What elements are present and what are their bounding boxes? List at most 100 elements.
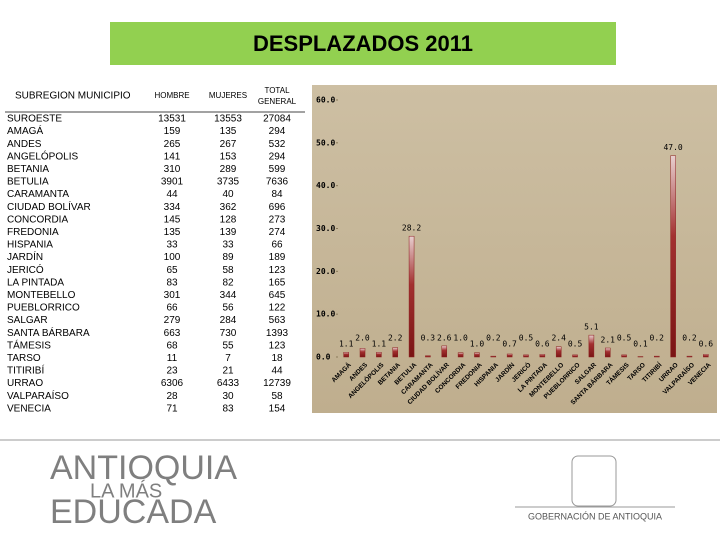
table-cell: 83 <box>166 277 178 288</box>
table-cell: 663 <box>164 328 181 339</box>
coat-of-arms <box>571 455 617 507</box>
table-cell: 645 <box>269 290 286 301</box>
table-cell: ANDES <box>7 139 42 150</box>
table-cell: 6433 <box>217 378 240 389</box>
table-cell: VENECIA <box>7 403 51 414</box>
y-tick-label: 30.0 <box>316 224 335 233</box>
table-cell: ANGELÓPOLIS <box>7 149 78 162</box>
logo-top: ANTIOQUIA <box>50 449 237 487</box>
table-cell: 159 <box>164 126 181 137</box>
table-cell: 33 <box>222 240 234 251</box>
table-cell: 89 <box>222 252 234 263</box>
value-label: 0.6 <box>535 340 550 349</box>
table-cell: 265 <box>164 139 181 150</box>
logo-bottom: EDUCADA <box>50 493 217 531</box>
table-cell: 13531 <box>158 114 186 125</box>
value-label: 2.2 <box>388 334 403 343</box>
header-cell: HOMBRE <box>154 91 189 100</box>
table-cell: 189 <box>269 252 286 263</box>
table-cell: HISPANIA <box>7 240 53 251</box>
table-cell: 23 <box>166 366 178 377</box>
table-cell: SALGAR <box>7 315 48 326</box>
table-cell: 21 <box>222 366 234 377</box>
bar <box>703 354 709 358</box>
table-cell: 301 <box>164 290 181 301</box>
table-cell: 334 <box>164 202 181 213</box>
table-cell: 267 <box>220 139 237 150</box>
bar <box>359 348 366 358</box>
table-cell: CIUDAD BOLÍVAR <box>7 200 91 213</box>
table-cell: TÁMESIS <box>7 338 51 351</box>
table-cell: 56 <box>222 303 234 314</box>
y-tick-label: 10.0 <box>316 310 335 319</box>
table-cell: 66 <box>271 240 283 251</box>
table-cell: 84 <box>271 189 283 200</box>
table-cell: 563 <box>269 315 286 326</box>
table-cell: JERICÓ <box>7 263 44 276</box>
bar <box>686 355 693 358</box>
table-cell: MONTEBELLO <box>7 290 76 301</box>
table-cell: SANTA BÁRBARA <box>7 326 90 339</box>
table-cell: 44 <box>166 189 178 200</box>
table-cell: URRAO <box>7 378 43 389</box>
table-cell: 310 <box>164 164 181 175</box>
value-label: 0.1 <box>633 340 648 349</box>
table-cell: 44 <box>271 366 283 377</box>
bar <box>343 352 349 358</box>
value-label: 47.0 <box>663 143 682 152</box>
bar <box>572 354 578 358</box>
table-cell: 284 <box>220 315 237 326</box>
table-cell: BETANIA <box>7 164 49 175</box>
bar <box>425 355 431 358</box>
table-cell: 139 <box>220 227 237 238</box>
value-label: 1.1 <box>372 340 387 349</box>
table-cell: 30 <box>222 391 234 402</box>
table-cell: 153 <box>220 151 237 162</box>
table-cell: CONCORDIA <box>7 214 68 225</box>
slide-title: DESPLAZADOS 2011 <box>253 31 473 56</box>
bar <box>457 352 464 358</box>
table-cell: 145 <box>164 214 181 225</box>
bar <box>604 347 611 358</box>
bar <box>490 355 497 358</box>
table-cell: JARDÍN <box>7 250 43 263</box>
table-cell: 40 <box>222 189 234 200</box>
table-cell: 82 <box>222 277 234 288</box>
table-cell: 71 <box>166 403 178 414</box>
table-cell: 730 <box>220 328 237 339</box>
table-cell: 289 <box>220 164 237 175</box>
value-label: 2.0 <box>355 334 370 343</box>
table-cell: 11 <box>167 353 178 364</box>
table-cell: 12739 <box>263 378 291 389</box>
value-label: 0.3 <box>421 334 436 343</box>
value-label: 1.0 <box>470 340 485 349</box>
bar <box>441 345 448 358</box>
bar <box>588 334 595 358</box>
y-tick-label: 20.0 <box>316 267 335 276</box>
bar <box>376 352 382 358</box>
bar <box>670 155 676 358</box>
table-cell: 274 <box>269 227 286 238</box>
table-cell: 141 <box>164 151 181 162</box>
table-cell: 3901 <box>161 177 184 188</box>
table-cell: SUROESTE <box>7 114 62 125</box>
table-cell: PUEBLORRICO <box>7 303 80 314</box>
table-cell: 599 <box>269 164 286 175</box>
y-tick-label: 0.0 <box>316 353 331 362</box>
table-cell: 58 <box>271 391 283 402</box>
table-cell: 83 <box>222 403 234 414</box>
table-cell: 27084 <box>263 114 291 125</box>
bar <box>555 346 562 358</box>
value-label: 1.1 <box>339 340 354 349</box>
y-tick-label: 40.0 <box>316 181 335 190</box>
table-cell: 123 <box>269 265 286 276</box>
value-label: 0.5 <box>568 340 583 349</box>
table-cell: 696 <box>269 202 286 213</box>
table-cell: 7636 <box>266 177 289 188</box>
table-cell: LA PINTADA <box>7 277 64 288</box>
header-cell: SUBREGION MUNICIPIO <box>15 91 131 102</box>
header-cell: MUJERES <box>209 91 247 100</box>
table-cell: 294 <box>269 151 286 162</box>
table-cell: 33 <box>166 240 178 251</box>
